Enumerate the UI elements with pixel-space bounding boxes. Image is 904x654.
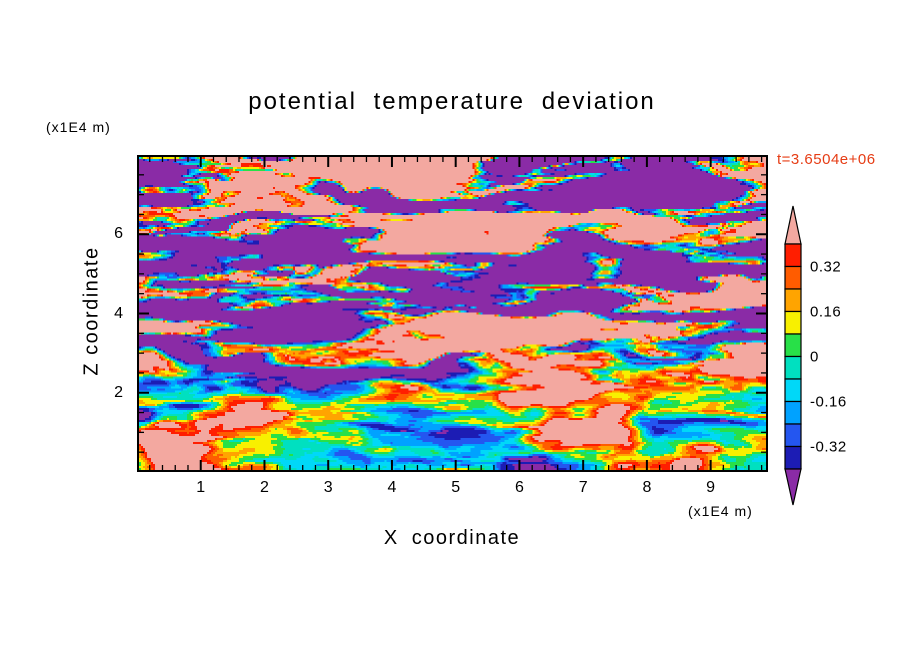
colorbar-band	[784, 378, 802, 403]
x-tick-label: 7	[578, 479, 588, 496]
chart-title: potential temperature deviation	[248, 88, 656, 115]
colorbar-tick-label: -0.32	[810, 438, 847, 455]
colorbar-band	[784, 288, 802, 313]
y-tick-label: 2	[114, 383, 123, 401]
colorbar-band	[784, 333, 802, 358]
colorbar-tick-label: -0.16	[810, 393, 847, 410]
x-tick-label: 8	[642, 479, 652, 496]
colorbar-tick-label: 0.16	[810, 303, 842, 320]
colorbar-band	[784, 445, 802, 470]
colorbar	[784, 205, 802, 506]
y-tick-label: 4	[114, 304, 123, 322]
x-tick-label: 3	[323, 479, 333, 496]
x-tick-label: 6	[514, 479, 524, 496]
colorbar-under-arrow	[784, 468, 802, 506]
x-tick-label: 1	[196, 479, 206, 496]
x-tick-label: 4	[387, 479, 397, 496]
colorbar-over-arrow	[784, 205, 802, 245]
x-tick-label: 5	[451, 479, 461, 496]
x-axis-label: X coordinate	[383, 527, 521, 549]
y-tick-label: 6	[114, 225, 123, 243]
colorbar-band	[784, 243, 802, 268]
time-label: t=3.6504e+06	[777, 151, 876, 168]
colorbar-band	[784, 310, 802, 335]
colorbar-band	[784, 423, 802, 448]
heatmap-canvas	[137, 155, 768, 472]
colorbar-band	[784, 265, 802, 290]
colorbar-tick-label: 0.32	[810, 258, 842, 275]
x-tick-label: 2	[260, 479, 269, 496]
x-axis-unit: (x1E4 m)	[688, 503, 753, 519]
colorbar-band	[784, 355, 802, 380]
y-axis-unit: (x1E4 m)	[46, 119, 111, 135]
colorbar-tick-label: 0	[810, 348, 819, 365]
x-tick-label: 9	[706, 479, 716, 496]
colorbar-band	[784, 400, 802, 425]
